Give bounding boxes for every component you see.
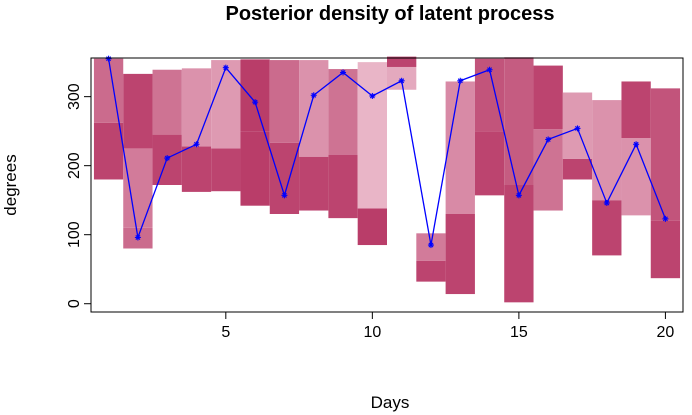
data-point-day-5: [222, 64, 229, 71]
x-tick-label-20: 20: [657, 324, 675, 341]
density-bin-day2-2: [123, 148, 153, 228]
data-point-day-7: [281, 192, 288, 199]
density-bins: [93, 56, 681, 303]
data-point-day-13: [457, 77, 464, 84]
star-stroke: [575, 125, 580, 131]
star-stroke: [604, 200, 610, 206]
series-line-1: [107, 58, 667, 246]
density-bin-day18-2: [592, 100, 622, 201]
density-bin-day19-1: [621, 138, 651, 216]
star-stroke: [487, 67, 493, 73]
y-tick-label-300: 300: [66, 83, 83, 110]
density-bin-day7-2: [269, 60, 300, 143]
density-bin-day12-1: [416, 260, 446, 282]
density-bin-day5-2: [211, 60, 241, 149]
data-point-day-18: [603, 199, 610, 206]
density-bin-day1-2: [93, 58, 124, 123]
data-point-day-3: [164, 155, 171, 162]
data-point-day-1: [105, 55, 112, 62]
data-point-day-6: [252, 99, 259, 106]
density-bin-day9-1: [328, 154, 358, 219]
density-bin-day15-1: [504, 185, 534, 303]
density-bin-day10-2: [357, 62, 387, 209]
data-point-day-20: [662, 215, 669, 222]
data-point-day-11: [398, 77, 405, 84]
y-tick-label-0: 0: [66, 299, 83, 308]
data-point-day-16: [545, 136, 552, 143]
star-stroke: [194, 141, 199, 147]
density-bin-day2-3: [123, 73, 153, 149]
density-bin-day6-1: [240, 131, 270, 206]
x-tick-label-5: 5: [221, 324, 230, 341]
star-stroke: [135, 234, 141, 240]
data-point-day-4: [193, 141, 200, 148]
density-bin-day18-1: [592, 200, 622, 256]
density-bin-day9-2: [328, 69, 358, 155]
y-tick-label-200: 200: [66, 152, 83, 179]
density-bin-day5-1: [211, 148, 241, 192]
data-point-day-2: [134, 234, 141, 241]
star-stroke: [662, 216, 668, 222]
star-stroke: [545, 136, 551, 142]
data-point-day-12: [427, 242, 434, 249]
star-stroke: [340, 70, 346, 75]
density-bin-day17-1: [562, 158, 593, 180]
density-bin-day14-1: [474, 131, 505, 196]
mode-series: [105, 55, 669, 249]
density-bin-day7-1: [269, 142, 300, 214]
star-stroke: [516, 192, 522, 198]
data-point-day-9: [340, 69, 347, 76]
density-bin-day16-2: [533, 65, 563, 130]
y-axis-label: degrees: [1, 154, 20, 215]
density-bin-day4-2: [181, 68, 212, 147]
x-axis: 5 10 15 20: [221, 312, 674, 341]
star-stroke: [633, 141, 639, 147]
star-stroke: [457, 78, 463, 84]
density-bin-day15-2: [504, 57, 534, 186]
y-axis: 0 100 200 300: [66, 83, 91, 308]
density-bin-day1-1: [93, 122, 124, 180]
star-stroke: [311, 92, 317, 98]
x-tick-label-15: 15: [510, 324, 528, 341]
density-bin-day11-2: [387, 56, 417, 67]
density-bin-day8-1: [299, 156, 329, 211]
star-stroke: [428, 242, 434, 248]
data-point-day-19: [633, 141, 640, 148]
plot-frame: [90, 57, 684, 313]
data-point-day-17: [574, 125, 581, 132]
density-bin-day3-2: [152, 69, 182, 135]
star-stroke: [252, 99, 258, 105]
star-stroke: [164, 155, 170, 161]
x-axis-label: Days: [371, 393, 410, 412]
star-stroke: [106, 56, 112, 62]
density-bin-day13-1: [445, 213, 475, 295]
chart-title: Posterior density of latent process: [226, 3, 555, 25]
density-bin-day8-2: [299, 60, 329, 157]
density-bin-day13-2: [445, 81, 475, 214]
data-point-day-14: [486, 66, 493, 73]
star-stroke: [281, 192, 287, 198]
density-bin-day10-1: [357, 208, 387, 246]
density-bin-day6-2: [240, 59, 270, 132]
x-tick-label-10: 10: [363, 324, 381, 341]
density-bin-day20-2: [650, 88, 681, 221]
star-stroke: [223, 65, 229, 71]
density-bin-day16-1: [533, 129, 563, 211]
data-point-day-10: [369, 92, 376, 99]
star-stroke: [369, 93, 375, 99]
data-point-day-8: [310, 92, 317, 99]
data-point-day-15: [515, 192, 522, 199]
star-stroke: [399, 78, 405, 84]
density-bin-day20-1: [650, 220, 681, 279]
density-bin-day19-2: [621, 81, 651, 139]
density-bin-day4-1: [181, 146, 212, 192]
y-tick-label-100: 100: [66, 221, 83, 248]
